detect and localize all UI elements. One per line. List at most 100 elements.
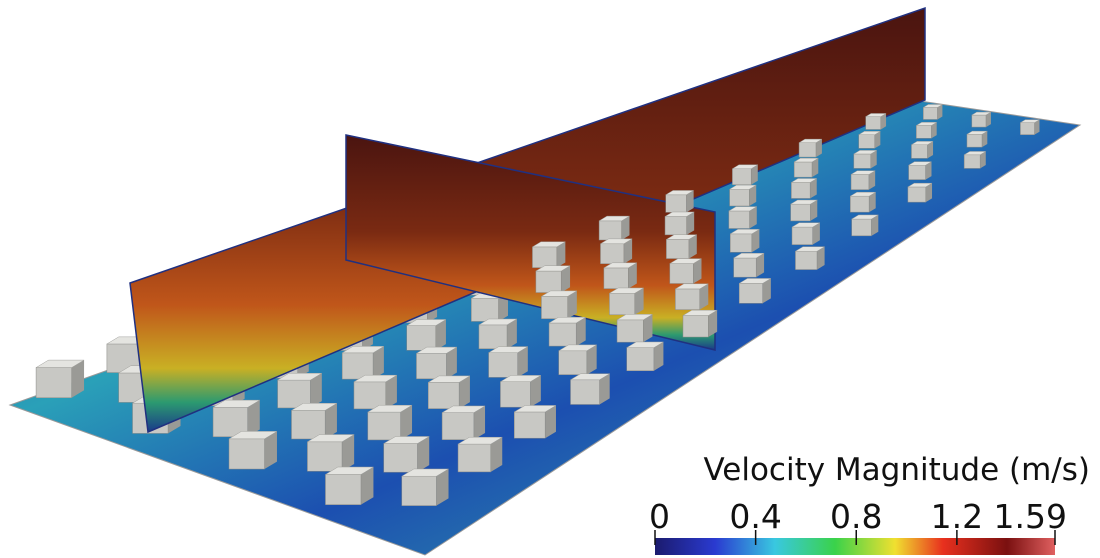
cube-front xyxy=(963,154,981,169)
cube-front xyxy=(795,250,818,270)
cube-side xyxy=(817,246,825,270)
cube-side xyxy=(751,164,758,185)
cube-front xyxy=(916,125,932,139)
cube-front xyxy=(228,438,265,470)
cube-side xyxy=(749,206,757,229)
cube-front xyxy=(908,164,926,180)
cube-top xyxy=(727,206,758,212)
cube-side xyxy=(621,216,630,240)
cube-front xyxy=(457,443,492,473)
cube-top xyxy=(791,222,821,228)
cube-front xyxy=(307,441,343,472)
cube-top xyxy=(849,191,877,197)
cube-side xyxy=(931,122,937,139)
cube-front xyxy=(738,283,763,304)
cube-top xyxy=(290,403,338,411)
cube-top xyxy=(852,150,878,155)
cube-side xyxy=(810,200,818,221)
cube-front xyxy=(732,168,752,185)
cube-side xyxy=(868,170,876,190)
cube-front xyxy=(535,270,562,293)
cube-front xyxy=(923,107,938,120)
cube-side xyxy=(561,265,571,293)
cube-side xyxy=(756,253,765,278)
cube-top xyxy=(1019,119,1041,123)
cube-side xyxy=(688,234,697,259)
cube-side xyxy=(870,150,877,169)
cube-side xyxy=(435,319,446,351)
cube-side xyxy=(247,400,260,437)
colorbar xyxy=(655,538,1055,555)
cube-front xyxy=(558,350,588,375)
cube-top xyxy=(212,399,261,408)
cube-front xyxy=(570,379,600,405)
cube-side xyxy=(762,278,771,304)
cube-front xyxy=(729,188,750,207)
cube-front xyxy=(966,134,983,148)
cube-top xyxy=(790,178,818,183)
cube-top xyxy=(353,374,398,383)
cube-side xyxy=(985,112,991,128)
cube-front xyxy=(865,116,882,130)
cube-side xyxy=(490,437,503,472)
cube-front xyxy=(441,412,475,440)
cube-top xyxy=(548,317,587,324)
cube-side xyxy=(869,192,876,213)
cube-front xyxy=(427,382,460,409)
cube-side xyxy=(446,347,457,379)
cube-front xyxy=(406,325,437,351)
cube-top xyxy=(276,372,323,381)
colorbar-tick-label: 0.4 xyxy=(729,497,781,536)
cube-top xyxy=(864,113,887,117)
cube-side xyxy=(643,314,653,343)
cube-front xyxy=(791,182,811,199)
cube-top xyxy=(625,341,665,348)
cube-front xyxy=(626,347,655,371)
cube-side xyxy=(498,292,508,322)
cube-top xyxy=(598,215,631,222)
cube-top xyxy=(963,151,987,156)
cube-front xyxy=(850,195,870,213)
cube-front xyxy=(598,220,622,241)
cube-side xyxy=(507,318,517,349)
cube-top xyxy=(664,190,695,196)
cube-top xyxy=(907,161,933,166)
cube-top xyxy=(457,436,504,445)
cube-front xyxy=(850,174,870,190)
cube-side xyxy=(880,113,887,130)
cube-side xyxy=(517,346,528,378)
cube-top xyxy=(789,199,819,205)
cube-front xyxy=(793,161,813,178)
cube-side xyxy=(925,183,933,203)
cube-side xyxy=(576,317,586,347)
cube-side xyxy=(567,290,577,319)
cube-top xyxy=(970,111,992,116)
cube-side xyxy=(810,178,817,199)
cube-top xyxy=(616,314,654,321)
cube-side xyxy=(360,467,374,505)
cube-top xyxy=(366,404,413,413)
cube-top xyxy=(441,405,486,413)
cube-front xyxy=(325,474,362,505)
cube-top xyxy=(557,344,598,352)
cube-top xyxy=(682,309,719,316)
cube-top xyxy=(728,184,758,190)
cube-front xyxy=(603,267,629,289)
cube-front xyxy=(35,367,72,399)
cube-front xyxy=(532,246,558,268)
cube-front xyxy=(616,319,644,343)
cube-top xyxy=(915,122,938,126)
cube-front xyxy=(353,381,387,410)
cube-top xyxy=(857,131,882,135)
cube-side xyxy=(980,151,986,169)
cube-top xyxy=(306,434,356,443)
cube-side xyxy=(530,375,541,408)
cube-top xyxy=(907,182,933,188)
cube-top xyxy=(531,241,567,248)
colorbar-title: Velocity Magnitude (m/s) xyxy=(703,452,1090,488)
cube-side xyxy=(927,141,934,159)
cube-front xyxy=(682,315,709,338)
cube-front xyxy=(212,407,248,438)
cube-front xyxy=(907,186,927,203)
cube-front xyxy=(383,443,418,473)
